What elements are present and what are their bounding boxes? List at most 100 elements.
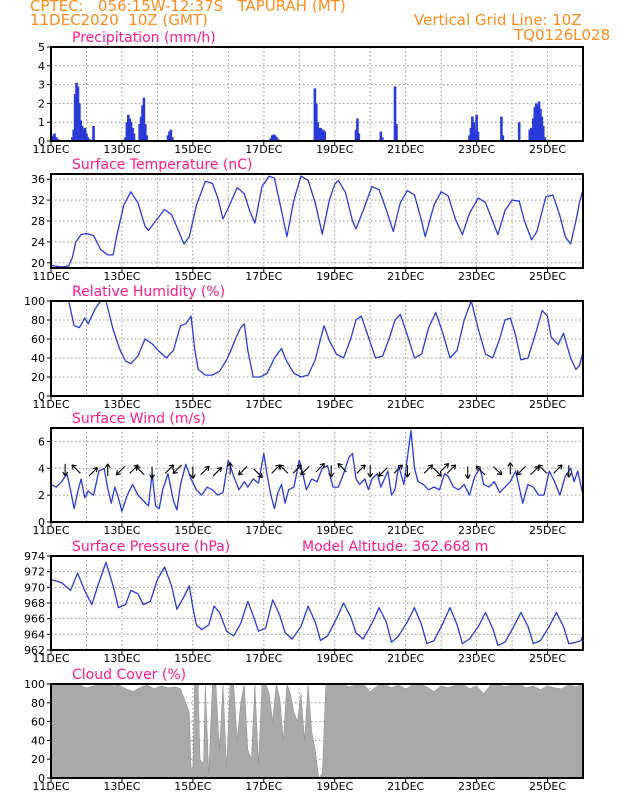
wind-arrow bbox=[300, 465, 310, 476]
wind-arrow bbox=[393, 464, 403, 474]
wind-arrow bbox=[446, 464, 457, 474]
rh-frame bbox=[50, 300, 584, 397]
precip-bar bbox=[72, 129, 75, 141]
wind-arrow-head bbox=[450, 464, 457, 470]
precip-bar bbox=[70, 137, 74, 141]
wind-arrow-head bbox=[537, 464, 544, 470]
precip-bar bbox=[322, 129, 325, 141]
precip-bar bbox=[313, 88, 317, 141]
cloud-xtick-label: 19DEC bbox=[316, 780, 353, 793]
temp-xtick-label: 25DEC bbox=[529, 270, 566, 283]
wind-arrow bbox=[238, 465, 248, 476]
precip-bar bbox=[540, 116, 544, 141]
precip-bar bbox=[86, 137, 90, 141]
wind-arrow bbox=[439, 463, 450, 473]
wind-arrow bbox=[227, 462, 234, 475]
precip-bar bbox=[142, 97, 146, 141]
wind-arrow bbox=[62, 463, 69, 477]
wind-arrow bbox=[537, 464, 548, 474]
precip-bar bbox=[528, 129, 532, 141]
cloud-ytick-label: 20 bbox=[31, 753, 45, 766]
wind-xtick-label: 17DEC bbox=[245, 524, 282, 537]
wind-xtick-label: 13DEC bbox=[103, 524, 140, 537]
precip-bar bbox=[169, 129, 173, 141]
precip-bar bbox=[395, 124, 398, 141]
pressure-xtick-label: 21DEC bbox=[387, 652, 424, 665]
precip-ytick-label: 2 bbox=[38, 97, 45, 110]
pressure-line bbox=[50, 561, 584, 646]
wind-arrow-head bbox=[135, 465, 141, 471]
wind-arrow bbox=[328, 465, 335, 478]
wind-ytick-label: 6 bbox=[38, 435, 45, 448]
run-date: 11DEC2020 10Z (GMT) bbox=[30, 11, 208, 29]
precip-xtick-label: 19DEC bbox=[316, 143, 353, 156]
cloud-xtick-label: 21DEC bbox=[387, 780, 424, 793]
precip-bar bbox=[468, 135, 471, 141]
precip-xtick-label: 23DEC bbox=[458, 143, 495, 156]
cloud-xtick-label: 11DEC bbox=[32, 780, 69, 793]
wind-arrow-shaft bbox=[200, 465, 210, 476]
wind-arrow-head bbox=[300, 470, 306, 476]
rh-ytick-label: 40 bbox=[31, 352, 45, 365]
wind-arrow bbox=[135, 465, 145, 476]
wind-arrow-shaft bbox=[378, 467, 388, 477]
wind-arrow-shaft bbox=[88, 467, 98, 477]
wind-arrow-head bbox=[172, 468, 178, 475]
wind-arrow-head bbox=[227, 462, 234, 467]
precip-title: Precipitation (mm/h) bbox=[72, 30, 216, 46]
precip-bar bbox=[272, 134, 276, 141]
wind-arrow-head bbox=[71, 464, 77, 470]
precip-xtick-label: 25DEC bbox=[529, 143, 566, 156]
wind-arrow bbox=[432, 467, 443, 477]
temp-xtick-label: 13DEC bbox=[103, 270, 140, 283]
precip-bar bbox=[393, 86, 397, 141]
precip-ytick-label: 4 bbox=[38, 60, 45, 73]
wind-arrow-head bbox=[328, 472, 335, 478]
wind-arrow-shaft bbox=[212, 467, 222, 477]
precip-bar bbox=[316, 122, 320, 141]
wind-frame bbox=[50, 427, 584, 523]
wind-arrow bbox=[212, 467, 223, 477]
temp-ytick-label: 32 bbox=[31, 194, 45, 207]
wind-arrow bbox=[278, 464, 289, 474]
wind-arrow-head bbox=[565, 472, 572, 478]
precip-bar bbox=[541, 125, 545, 141]
pressure-xtick-label: 25DEC bbox=[529, 652, 566, 665]
pressure-annotation: Model Altitude: 362.668 m bbox=[302, 539, 488, 555]
cloud-panel: 0 20 40 60 80 100 11DEC 13DEC 15DEC 17DEC 19DEC 21D… bbox=[24, 667, 584, 793]
wind-arrow-head bbox=[475, 465, 481, 471]
precip-bar bbox=[275, 137, 278, 141]
wind-arrow-head bbox=[104, 463, 111, 469]
wind-arrow-head bbox=[296, 464, 302, 470]
temp-ytick-label: 36 bbox=[31, 173, 45, 186]
wind-arrow-head bbox=[360, 464, 366, 470]
temp-xtick-label: 19DEC bbox=[316, 270, 353, 283]
precip-bar bbox=[55, 137, 58, 141]
wind-arrow-head bbox=[216, 467, 223, 473]
cloud-ytick-label: 80 bbox=[31, 697, 45, 710]
rh-title: Relative Humidity (%) bbox=[72, 284, 225, 300]
precip-bar bbox=[320, 129, 324, 141]
rh-xtick-label: 13DEC bbox=[103, 398, 140, 411]
precip-bar bbox=[539, 109, 542, 141]
wind-arrow-shaft bbox=[253, 468, 263, 478]
wind-arrow-head bbox=[464, 474, 471, 479]
precip-bar bbox=[127, 114, 130, 141]
precip-bar bbox=[80, 125, 84, 141]
product-code: TQ0126L028 bbox=[514, 26, 611, 44]
precip-bar bbox=[476, 131, 480, 141]
pressure-xtick-label: 17DEC bbox=[245, 652, 282, 665]
precip-bar bbox=[314, 103, 318, 141]
wind-arrow-shaft bbox=[439, 463, 449, 473]
temp-ytick-label: 28 bbox=[31, 215, 45, 228]
wind-arrow-head bbox=[427, 464, 434, 470]
temp-title: Surface Temperature (nC) bbox=[72, 157, 253, 173]
precip-bar bbox=[543, 137, 546, 141]
precip-xtick-label: 17DEC bbox=[245, 143, 282, 156]
wind-arrow bbox=[88, 467, 98, 477]
wind-arrow-shaft bbox=[279, 464, 289, 474]
wind-arrow-shaft bbox=[300, 465, 310, 476]
wind-arrow bbox=[253, 468, 263, 479]
precip-bar bbox=[166, 135, 170, 141]
